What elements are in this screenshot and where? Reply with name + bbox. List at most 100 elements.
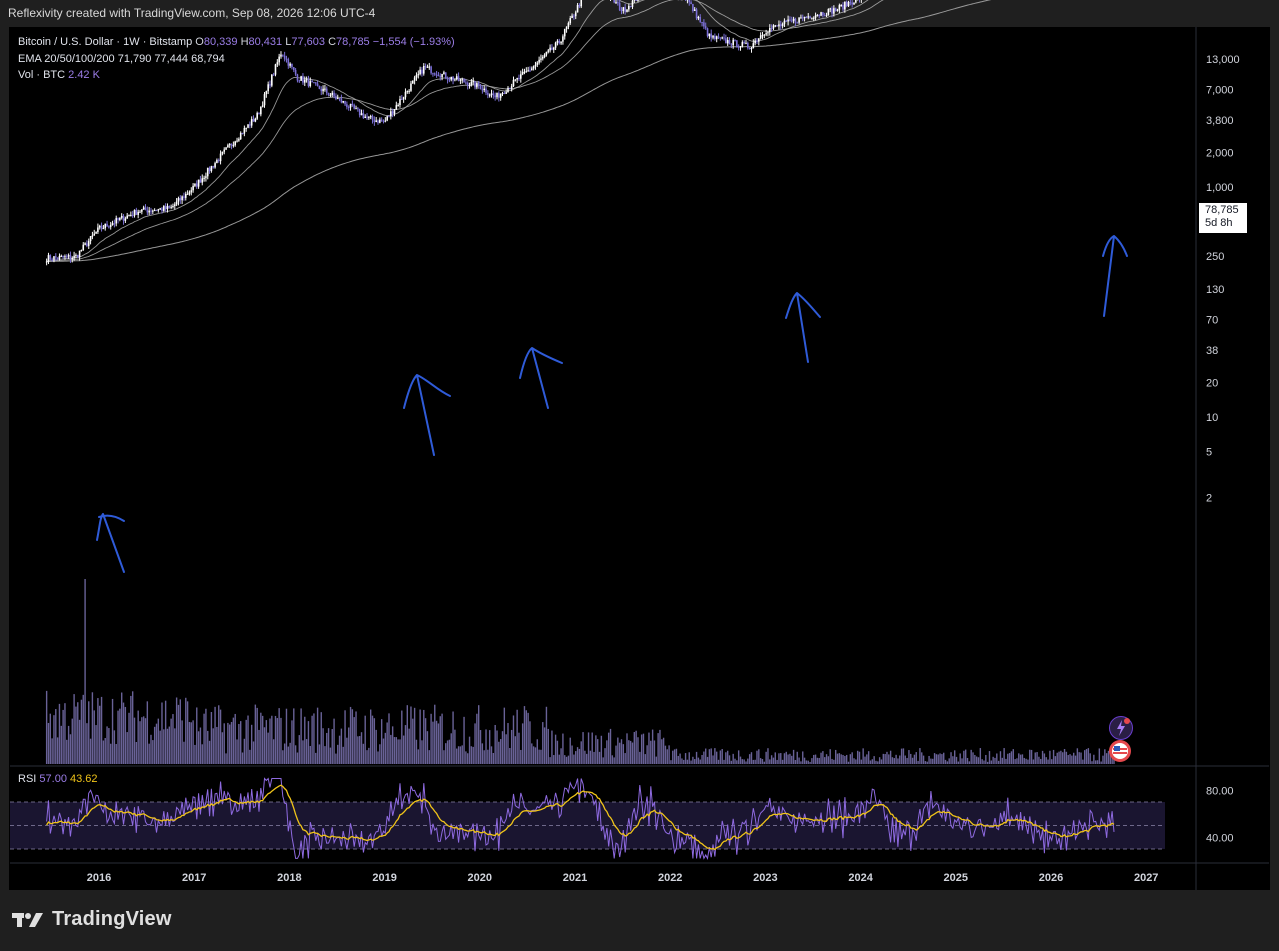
volume-bar	[981, 759, 983, 764]
volume-bar	[737, 750, 740, 764]
volume-bar	[547, 728, 549, 764]
candle-body	[282, 54, 284, 56]
volume-bar	[404, 725, 407, 764]
candle-body	[516, 77, 518, 80]
candle-body	[618, 2, 621, 11]
candle-body	[119, 217, 121, 220]
volume-bar	[62, 709, 64, 764]
volume-bar	[714, 748, 716, 764]
volume-bar	[551, 730, 553, 764]
candle-body	[719, 37, 722, 39]
volume-bar	[150, 734, 152, 764]
volume-bar	[703, 751, 705, 764]
volume-bar	[1082, 759, 1084, 764]
volume-bar	[710, 748, 712, 764]
volume-bar	[853, 758, 855, 764]
candle-body	[283, 55, 286, 59]
candle-body	[195, 183, 198, 187]
candle-body	[836, 9, 839, 11]
volume-bar	[611, 755, 614, 764]
candle-body	[759, 35, 762, 39]
volume-bar	[1027, 759, 1029, 764]
candle-body	[166, 206, 169, 210]
candle-body	[461, 79, 464, 81]
candle-body	[801, 17, 804, 19]
tradingview-logo[interactable]: TradingView	[12, 908, 172, 931]
candle-body	[386, 116, 388, 121]
candle-body	[701, 21, 703, 23]
candle-body	[778, 24, 780, 27]
volume-bar	[335, 753, 337, 764]
candle-body	[137, 211, 139, 215]
candle-body	[276, 62, 279, 65]
alert-lightning-icon[interactable]	[1109, 716, 1133, 740]
candle-body	[855, 0, 857, 3]
volume-bar	[380, 719, 383, 764]
volume-bar	[1093, 754, 1095, 764]
volume-bar	[664, 745, 667, 764]
symbol-title[interactable]: Bitcoin / U.S. Dollar · 1W · Bitstamp	[18, 36, 193, 48]
volume-bar	[304, 716, 306, 764]
candle-body	[217, 160, 220, 162]
candle-body	[551, 47, 553, 50]
volume-bar	[329, 747, 332, 764]
annotation-arrow-3	[519, 347, 563, 409]
candle-body	[238, 139, 240, 141]
volume-bar	[668, 745, 670, 764]
volume-bar	[824, 757, 826, 764]
candle-body	[534, 64, 537, 67]
volume-bar	[472, 746, 474, 764]
volume-bar	[47, 722, 50, 764]
annotation-arrows	[96, 235, 1128, 573]
volume-bar	[333, 718, 335, 764]
volume-bar	[58, 703, 61, 764]
volume-bar	[650, 740, 652, 764]
volume-bar	[401, 710, 403, 764]
volume-bar	[302, 740, 304, 764]
candle-body	[490, 93, 493, 95]
volume-bar	[256, 707, 258, 764]
volume-bar	[972, 752, 974, 764]
legend-ema[interactable]: EMA 20/50/100/200 71,790 77,444 68,794	[18, 53, 225, 65]
volume-bar	[798, 757, 800, 764]
volume-bar	[564, 755, 566, 764]
volume-bar	[1087, 748, 1090, 764]
volume-bar	[298, 735, 300, 764]
volume-bar	[520, 749, 522, 764]
volume-bar	[719, 750, 722, 764]
candle-body	[245, 127, 247, 129]
volume-bar	[1100, 761, 1102, 764]
us-flag-icon[interactable]	[1109, 740, 1131, 762]
legend-volume[interactable]: Vol · BTC 2.42 K	[18, 69, 100, 81]
candle-body	[75, 254, 77, 256]
bar-countdown: 5d 8h	[1205, 217, 1233, 229]
volume-bar	[690, 760, 692, 764]
volume-bar	[794, 759, 797, 764]
rsi-value: 57.00	[39, 773, 67, 785]
candle-body	[789, 19, 791, 21]
volume-bar	[252, 741, 255, 764]
candle-body	[45, 261, 48, 263]
candle-body	[153, 210, 156, 212]
volume-bar	[723, 759, 725, 764]
candle-body	[397, 105, 399, 107]
last-price: 78,785	[1205, 204, 1239, 216]
volume-bar	[249, 749, 251, 764]
candle-body	[422, 66, 425, 74]
candle-body	[131, 214, 134, 216]
volume-bar	[1067, 755, 1069, 764]
candle-body	[305, 79, 308, 81]
volume-bar	[510, 729, 513, 764]
candle-body	[827, 9, 830, 16]
candle-body	[463, 79, 465, 83]
legend-main: Bitcoin / U.S. Dollar · 1W · Bitstamp O8…	[18, 36, 455, 48]
price-tick-label: 2,000	[1206, 147, 1234, 159]
legend-rsi[interactable]: RSI 57.00 43.62	[18, 773, 98, 785]
volume-bar	[602, 757, 604, 764]
time-tick-label: 2025	[944, 872, 968, 884]
volume-bar	[285, 708, 288, 764]
candle-body	[388, 116, 390, 118]
volume-bar	[448, 739, 451, 764]
candle-body	[329, 94, 332, 96]
